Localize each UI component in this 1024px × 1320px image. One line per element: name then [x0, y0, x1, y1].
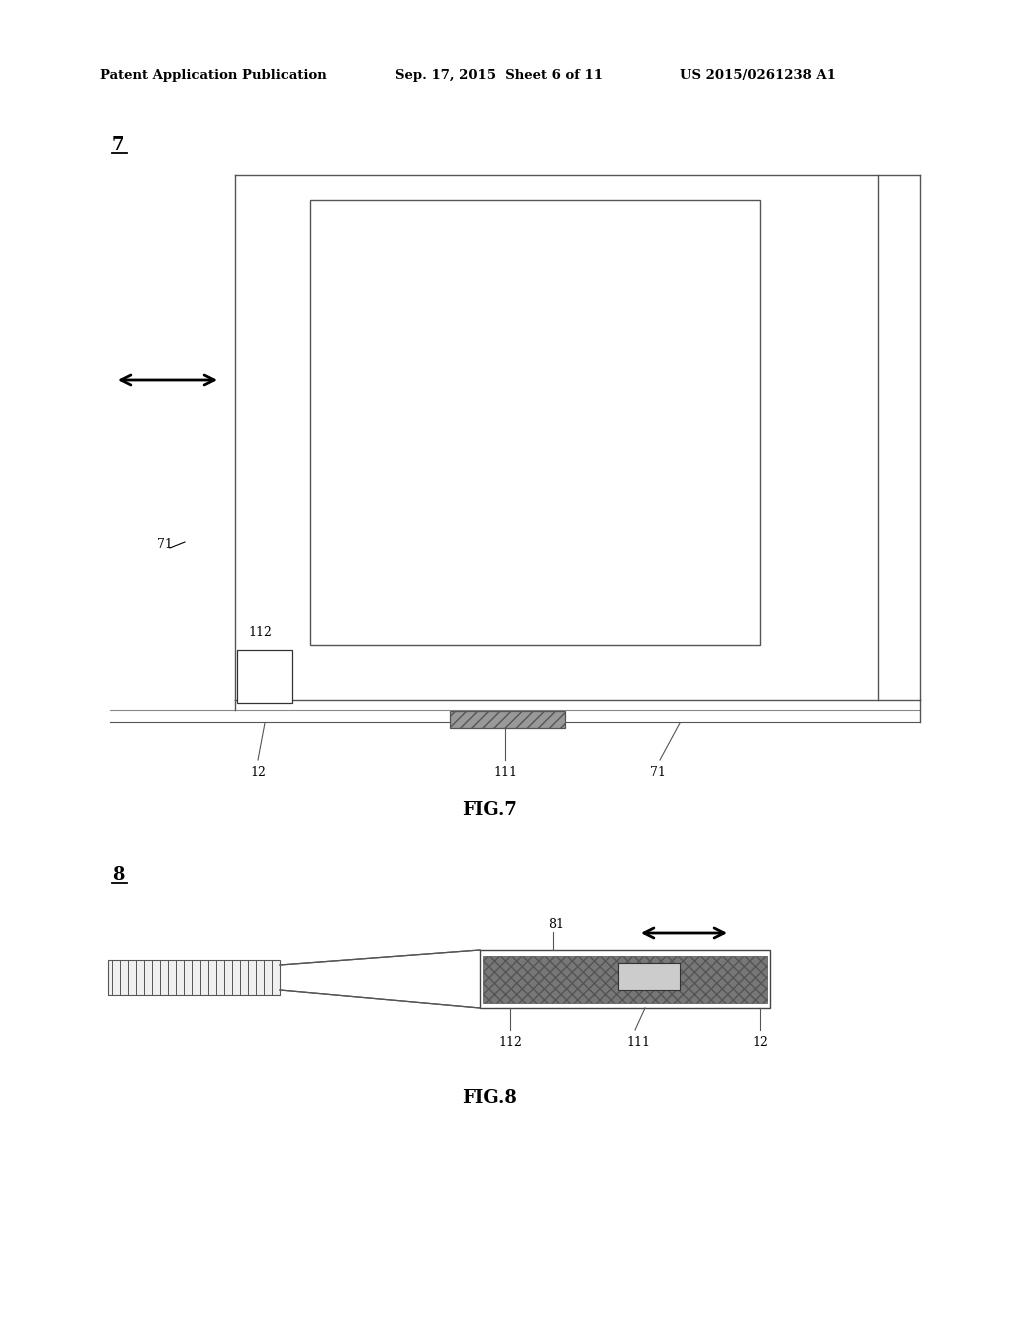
Text: 12: 12	[752, 1036, 768, 1049]
Bar	[618, 964, 680, 990]
Text: 111: 111	[493, 767, 517, 780]
Text: FIG.8: FIG.8	[463, 1089, 517, 1107]
Bar	[310, 201, 760, 645]
Text: 71: 71	[157, 539, 173, 552]
Text: FIG.7: FIG.7	[463, 801, 517, 818]
Text: Patent Application Publication: Patent Application Publication	[100, 69, 327, 82]
Text: 7: 7	[112, 136, 125, 154]
Polygon shape	[280, 950, 480, 1008]
Bar	[108, 960, 280, 995]
Text: 71: 71	[650, 767, 666, 780]
Text: 8: 8	[112, 866, 125, 884]
Text: 111: 111	[626, 1036, 650, 1049]
Bar	[483, 956, 767, 1003]
Text: 81: 81	[548, 919, 564, 932]
Text: Sep. 17, 2015  Sheet 6 of 11: Sep. 17, 2015 Sheet 6 of 11	[395, 69, 603, 82]
Bar	[450, 711, 565, 729]
Text: US 2015/0261238 A1: US 2015/0261238 A1	[680, 69, 836, 82]
Text: 112: 112	[498, 1036, 522, 1049]
Bar	[237, 649, 292, 704]
Bar	[480, 950, 770, 1008]
Text: 12: 12	[250, 767, 266, 780]
Text: 112: 112	[248, 626, 272, 639]
